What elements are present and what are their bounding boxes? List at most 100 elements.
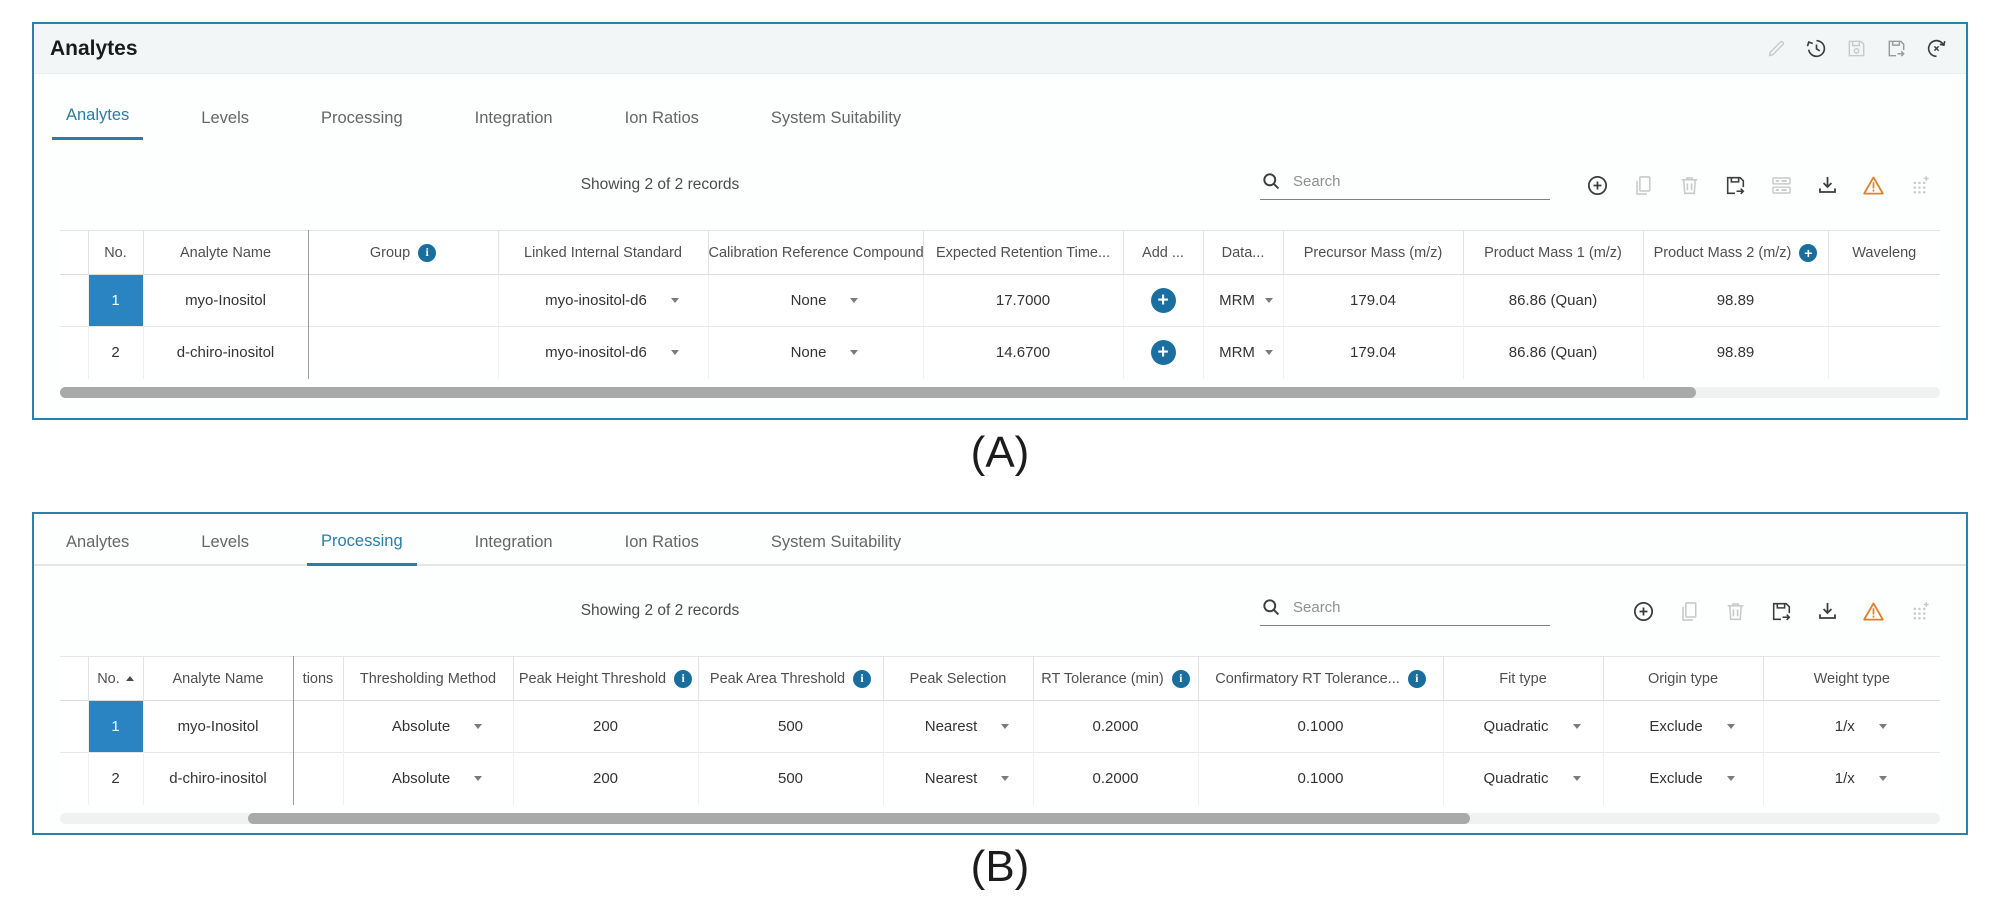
tab-ion-ratios[interactable]: Ion Ratios (624, 533, 699, 551)
horizontal-scrollbar[interactable] (60, 386, 1940, 398)
column-header-calibration-reference-compound[interactable]: Calibration Reference Compound (708, 230, 924, 275)
column-header-partial[interactable]: tions (293, 656, 344, 701)
cell-thresholding-method[interactable]: Absolute (343, 700, 514, 753)
cell-wavelength[interactable] (1828, 275, 1940, 327)
cell-rt-tolerance[interactable]: 0.2000 (1033, 752, 1199, 805)
chevron-down-icon[interactable] (1001, 724, 1010, 729)
search-input[interactable] (1293, 599, 1523, 616)
tab-analytes[interactable]: Analytes (66, 533, 130, 551)
column-header-peak-selection[interactable]: Peak Selection (883, 656, 1034, 701)
column-header-data[interactable]: Data... (1203, 230, 1284, 275)
cell-precursor-mass[interactable]: 179.04 (1283, 274, 1464, 327)
duplicate-icon[interactable] (1631, 173, 1656, 198)
add-custom-column-icon[interactable] (1907, 599, 1932, 624)
chevron-down-icon[interactable] (850, 298, 859, 303)
search-input[interactable] (1293, 173, 1523, 190)
add-circle-button[interactable] (1150, 340, 1176, 366)
cell-product-mass-1[interactable]: 86.86 (Quan) (1463, 274, 1644, 327)
row-selector-cell[interactable] (60, 700, 89, 753)
row-number-cell[interactable]: 1 (88, 700, 144, 753)
chevron-down-icon[interactable] (1878, 776, 1887, 782)
tab-processing[interactable]: Processing (321, 109, 403, 127)
table-row[interactable]: 2 d-chiro-inositol Absolute 200 500 Near… (60, 752, 1940, 805)
add-column-plus-icon[interactable] (1799, 243, 1818, 262)
row-selector-cell[interactable] (60, 326, 89, 379)
cell-data-type[interactable]: MRM (1203, 274, 1284, 327)
cell-confirmatory-rt-tolerance[interactable]: 0.1000 (1198, 752, 1444, 805)
cell-calibration-reference-compound[interactable]: None (708, 326, 924, 379)
info-icon[interactable] (1407, 669, 1426, 688)
search-box[interactable] (1260, 596, 1550, 626)
search-box[interactable] (1260, 170, 1550, 200)
cell-rt-tolerance[interactable]: 0.2000 (1033, 700, 1199, 753)
cell-fit-type[interactable]: Quadratic (1443, 700, 1604, 753)
tab-levels[interactable]: Levels (201, 109, 249, 127)
row-selector-cell[interactable] (60, 752, 89, 805)
chevron-down-icon[interactable] (1001, 776, 1010, 782)
cell-linked-internal-standard[interactable]: myo-inositol-d6 (498, 326, 709, 379)
tab-processing[interactable]: Processing (307, 522, 417, 566)
discard-changes-icon[interactable] (1925, 37, 1948, 60)
chevron-down-icon[interactable] (1878, 724, 1887, 729)
cell-group[interactable] (308, 274, 499, 327)
column-header-selector[interactable] (60, 230, 89, 275)
cell-peak-height-threshold[interactable]: 200 (513, 752, 699, 805)
add-record-icon[interactable] (1631, 599, 1656, 624)
cell-peak-area-threshold[interactable]: 500 (698, 752, 884, 805)
column-header-selector[interactable] (60, 656, 89, 701)
column-header-precursor-mass[interactable]: Precursor Mass (m/z) (1283, 230, 1464, 275)
table-row[interactable]: 2 d-chiro-inositol myo-inositol-d6 None … (60, 326, 1940, 379)
cell-peak-selection[interactable]: Nearest (883, 700, 1034, 753)
warning-icon[interactable] (1861, 173, 1886, 198)
edit-pencil-icon[interactable] (1765, 37, 1788, 60)
download-icon[interactable] (1815, 599, 1840, 624)
info-icon[interactable] (418, 243, 437, 262)
column-header-peak-height-threshold[interactable]: Peak Height Threshold (513, 656, 699, 701)
tab-integration[interactable]: Integration (474, 533, 553, 551)
chevron-down-icon[interactable] (1572, 724, 1581, 729)
column-header-no[interactable]: No. (88, 656, 144, 701)
column-header-product-mass-2[interactable]: Product Mass 2 (m/z) (1643, 230, 1829, 275)
column-header-confirmatory-rt-tolerance[interactable]: Confirmatory RT Tolerance... (1198, 656, 1444, 701)
cell-partial[interactable] (293, 700, 344, 753)
row-number-cell[interactable]: 2 (88, 752, 144, 805)
chevron-down-icon[interactable] (670, 350, 679, 356)
cell-confirmatory-rt-tolerance[interactable]: 0.1000 (1198, 700, 1444, 753)
column-header-product-mass-1[interactable]: Product Mass 1 (m/z) (1463, 230, 1644, 275)
chevron-down-icon[interactable] (1572, 776, 1581, 782)
chevron-down-icon[interactable] (1264, 298, 1273, 303)
cell-analyte-name[interactable]: myo-Inositol (143, 700, 294, 753)
row-selector-cell[interactable] (60, 274, 89, 327)
scrollbar-thumb[interactable] (60, 386, 1696, 398)
add-custom-column-icon[interactable] (1907, 173, 1932, 198)
cell-peak-selection[interactable]: Nearest (883, 752, 1034, 805)
chevron-down-icon[interactable] (474, 724, 483, 729)
cell-expected-retention-time[interactable]: 17.7000 (923, 274, 1124, 327)
column-header-fit-type[interactable]: Fit type (1443, 656, 1604, 701)
cell-product-mass-2[interactable]: 98.89 (1643, 274, 1829, 327)
delete-icon[interactable] (1723, 599, 1748, 624)
column-header-rt-tolerance[interactable]: RT Tolerance (min) (1033, 656, 1199, 701)
info-icon[interactable] (853, 669, 872, 688)
warning-icon[interactable] (1861, 599, 1886, 624)
row-number-cell[interactable]: 1 (88, 274, 144, 327)
chevron-down-icon[interactable] (1264, 350, 1273, 356)
column-header-origin-type[interactable]: Origin type (1603, 656, 1764, 701)
column-header-analyte-name[interactable]: Analyte Name (143, 656, 294, 701)
tab-analytes[interactable]: Analytes (52, 96, 144, 140)
cell-add-transition[interactable] (1123, 274, 1204, 327)
chevron-down-icon[interactable] (850, 350, 859, 356)
cell-analyte-name[interactable]: d-chiro-inositol (143, 752, 294, 805)
row-settings-icon[interactable] (1769, 173, 1794, 198)
cell-expected-retention-time[interactable]: 14.6700 (923, 326, 1124, 379)
info-icon[interactable] (1171, 669, 1190, 688)
row-number-cell[interactable]: 2 (88, 326, 144, 379)
cell-data-type[interactable]: MRM (1203, 326, 1284, 379)
cell-linked-internal-standard[interactable]: myo-inositol-d6 (498, 274, 709, 327)
chevron-down-icon[interactable] (474, 776, 483, 782)
tab-integration[interactable]: Integration (474, 109, 553, 127)
chevron-down-icon[interactable] (670, 298, 679, 303)
duplicate-icon[interactable] (1677, 599, 1702, 624)
horizontal-scrollbar[interactable] (60, 812, 1940, 824)
scrollbar-thumb[interactable] (248, 812, 1470, 824)
